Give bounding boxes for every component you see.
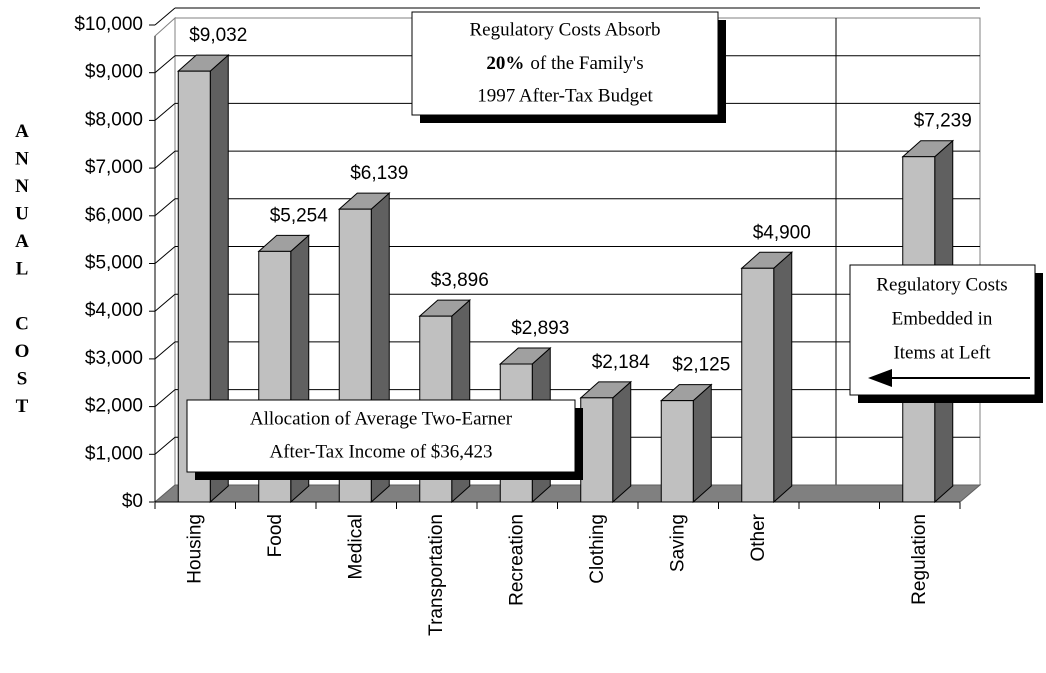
bar-front [741,267,775,503]
x-tick-label: Regulation [909,514,930,605]
grid-line [154,389,176,407]
value-label: $2,893 [511,318,569,339]
value-label: $4,900 [753,222,811,243]
value-label: $5,254 [270,205,329,226]
y-axis-title-letter: T [16,396,29,417]
value-label: $2,184 [592,352,651,373]
annotation-text: Embedded in [892,308,993,329]
y-axis-title-letter: A [15,121,29,142]
annotation-text: Regulatory Costs [876,274,1007,295]
x-tick-label: Saving [667,514,688,572]
allocation-annotation: Allocation of Average Two-Earner After-T… [186,399,583,480]
annotation-text: 20% of the Family's [486,53,643,74]
y-tick-label: $9,000 [85,62,143,83]
value-label: $6,139 [350,163,408,184]
y-axis-title-letter: O [15,341,30,362]
y-tick-label: $3,000 [85,348,143,369]
grid-line [154,55,176,74]
x-tick-label: Medical [345,514,366,579]
bar [579,380,633,504]
value-label: $3,896 [431,270,489,291]
y-tick-label: $5,000 [85,253,143,274]
y-tick-label: $7,000 [85,157,143,178]
annotation-text: 1997 After-Tax Budget [477,85,653,106]
bar-side [612,380,632,504]
y-tick-label: $0 [122,491,143,512]
box [411,11,719,116]
grid-line [154,150,176,169]
y-axis-title-letter: C [15,314,29,335]
y-axis-title-letter: N [15,176,29,197]
annotation-text: Regulatory Costs Absorb [469,19,660,40]
bar-front [660,400,694,503]
y-axis-title-letter: A [15,231,29,252]
x-tick-label: Recreation [506,514,527,606]
annotation-text: of the Family's [530,53,643,74]
x-tick-label: Other [748,513,769,561]
x-tick-label: Transportation [426,514,447,636]
bar [659,383,713,504]
grid-line [154,436,176,455]
y-tick-label: $10,000 [74,14,143,35]
grid-line [154,7,176,26]
bar-front [580,397,614,503]
bar-side [692,383,712,504]
grid-line [154,341,176,360]
y-axis-title-letter: L [16,259,29,280]
grid-line [154,103,176,121]
y-axis-title-letter: U [15,204,29,225]
grid-line [154,293,176,312]
left-wall [154,16,176,504]
y-axis-title-letter: N [15,149,29,170]
y-tick-label: $1,000 [85,443,143,464]
bar [740,251,794,504]
y-tick-label: $6,000 [85,205,143,226]
value-label: $2,125 [672,355,730,376]
x-tick-label: Housing [184,514,205,584]
value-label: $7,239 [914,111,972,132]
grid-line [154,198,176,217]
value-label: $9,032 [189,25,247,46]
x-tick-label: Clothing [587,514,608,584]
annotation-text: Allocation of Average Two-Earner [250,408,513,429]
y-axis-title-letter: S [17,369,28,390]
bar-side [773,251,793,504]
budget-annotation: Regulatory Costs Absorb 20% of the Family… [411,11,726,123]
arrow-head [868,369,892,387]
y-tick-label: $8,000 [85,109,143,130]
x-tick-label: Food [265,514,286,557]
box [186,399,576,473]
annotation-text: After-Tax Income of $36,423 [269,441,492,462]
y-tick-label: $2,000 [85,396,143,417]
annotation-bold: 20% [486,53,524,74]
embedded-annotation: Regulatory Costs Embedded in Items at Le… [849,264,1043,403]
y-axis-title-letter [20,286,25,307]
y-tick-label: $4,000 [85,300,143,321]
annotation-text: Items at Left [893,342,991,363]
grid-line [154,246,176,264]
